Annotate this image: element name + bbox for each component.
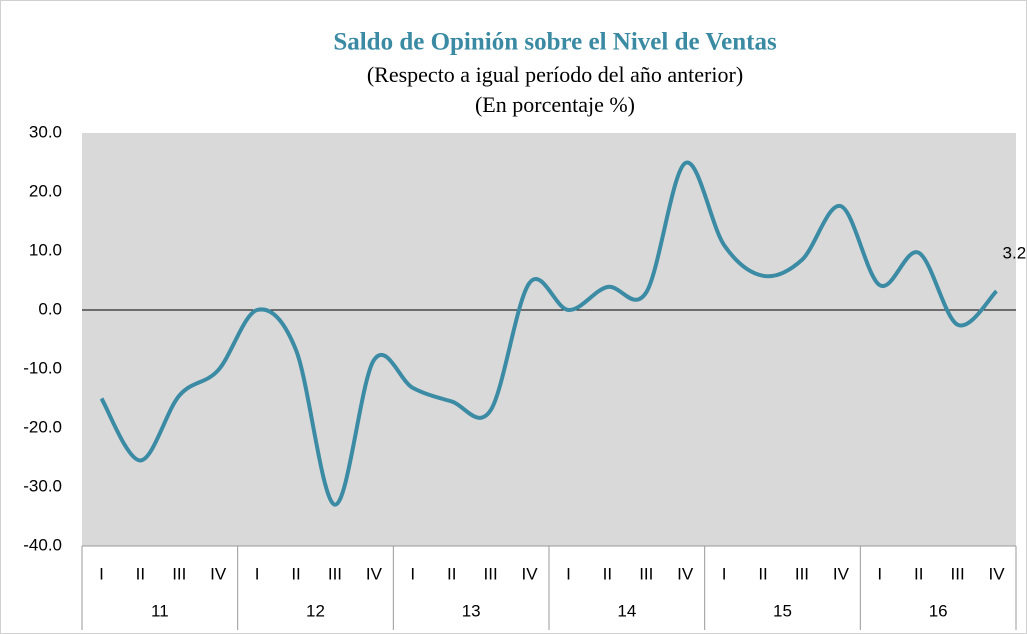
x-tick-label: III (795, 564, 809, 583)
data-label: 3.2 (1003, 244, 1027, 263)
y-tick-label: -30.0 (23, 476, 62, 495)
x-tick-label: III (639, 564, 653, 583)
group-label: 14 (617, 601, 636, 620)
x-tick-label: II (291, 564, 300, 583)
chart-subtitle: (Respecto a igual período del año anteri… (367, 62, 743, 87)
x-tick-label: II (447, 564, 456, 583)
x-tick-label: III (951, 564, 965, 583)
x-tick-label: IV (522, 564, 539, 583)
line (99, 160, 999, 507)
x-tick-label: III (172, 564, 186, 583)
x-tick-label: III (484, 564, 498, 583)
x-tick-label: IV (989, 564, 1006, 583)
x-tick-label: IV (677, 564, 694, 583)
x-tick-label: IV (210, 564, 227, 583)
y-tick-label: -10.0 (23, 358, 62, 377)
y-tick-label: 20.0 (29, 181, 62, 200)
x-tick-label: II (914, 564, 923, 583)
y-tick-label: -20.0 (23, 417, 62, 436)
group-label: 13 (462, 601, 481, 620)
chart-title: Saldo de Opinión sobre el Nivel de Venta… (333, 29, 777, 56)
x-tick-label: I (722, 564, 727, 583)
x-tick-label: I (99, 564, 104, 583)
y-tick-label: 30.0 (29, 122, 62, 141)
y-tick-label: 10.0 (29, 240, 62, 259)
group-label: 16 (929, 601, 948, 620)
x-tick-label: III (328, 564, 342, 583)
group-label: 11 (151, 601, 169, 620)
y-tick-label: 0.0 (38, 299, 62, 318)
x-tick-label: IV (833, 564, 850, 583)
y-tick-label: -40.0 (23, 535, 62, 554)
x-tick-label: I (566, 564, 571, 583)
x-tick-label: I (877, 564, 882, 583)
x-tick-label: II (758, 564, 767, 583)
plot-area (82, 133, 1016, 546)
x-tick-label: I (410, 564, 415, 583)
x-tick-label: II (136, 564, 145, 583)
chart-subtitle: (En porcentaje %) (475, 92, 635, 117)
x-tick-label: II (603, 564, 612, 583)
group-label: 15 (773, 601, 792, 620)
group-label: 12 (306, 601, 325, 620)
x-tick-label: I (255, 564, 260, 583)
x-tick-label: IV (366, 564, 383, 583)
